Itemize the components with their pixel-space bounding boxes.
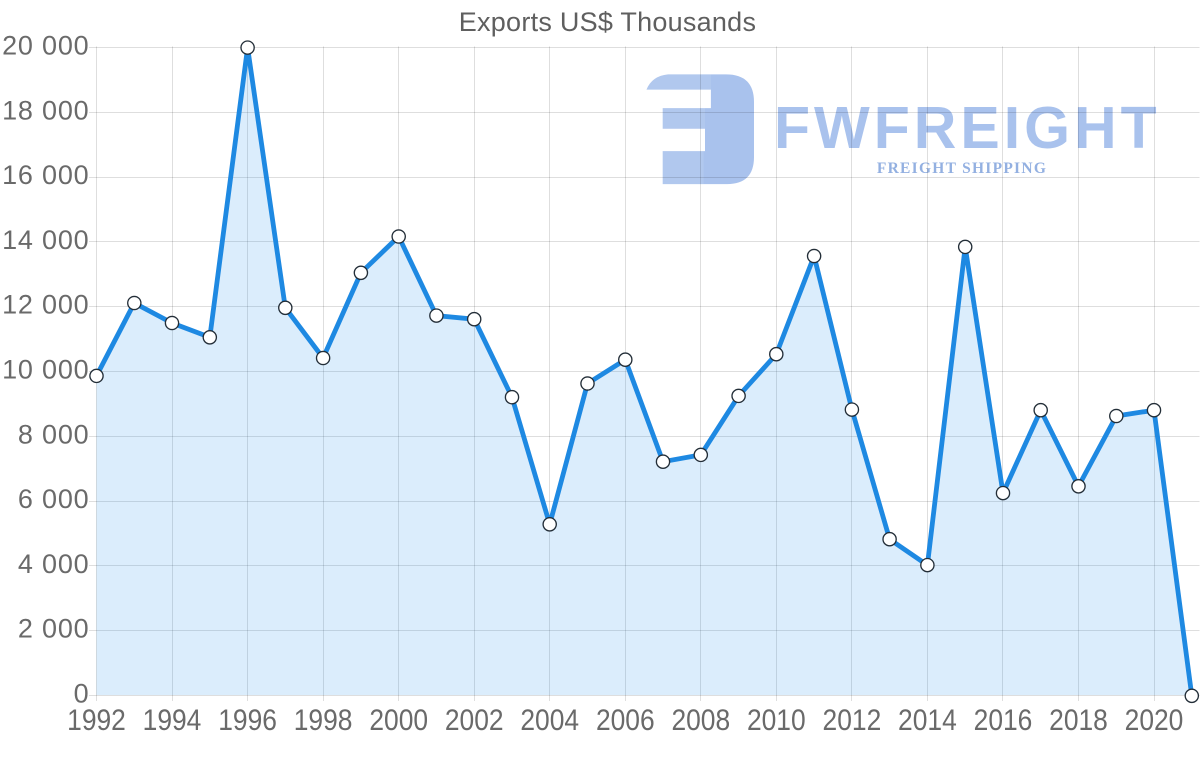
svg-text:2014: 2014: [898, 702, 957, 736]
svg-text:2008: 2008: [671, 702, 730, 736]
svg-text:2004: 2004: [520, 702, 579, 736]
svg-text:2018: 2018: [1049, 702, 1108, 736]
svg-text:Exports US$ Thousands: Exports US$ Thousands: [459, 7, 756, 37]
svg-text:2000: 2000: [369, 702, 428, 736]
svg-text:8 000: 8 000: [18, 419, 90, 449]
svg-text:0: 0: [74, 679, 90, 709]
svg-text:4 000: 4 000: [18, 549, 90, 579]
svg-text:2 000: 2 000: [18, 614, 90, 644]
svg-text:10 000: 10 000: [2, 355, 89, 385]
svg-text:2006: 2006: [596, 702, 655, 736]
svg-text:1996: 1996: [218, 702, 277, 736]
svg-text:2002: 2002: [445, 702, 504, 736]
svg-text:12 000: 12 000: [2, 290, 89, 320]
svg-text:1994: 1994: [143, 702, 202, 736]
svg-text:2012: 2012: [823, 702, 882, 736]
svg-text:16 000: 16 000: [2, 160, 89, 190]
svg-text:2016: 2016: [974, 702, 1033, 736]
svg-text:FREIGHT SHIPPING: FREIGHT SHIPPING: [877, 160, 1047, 177]
svg-text:1998: 1998: [294, 702, 353, 736]
svg-text:14 000: 14 000: [2, 225, 89, 255]
svg-text:FWFREIGHT: FWFREIGHT: [774, 95, 1161, 161]
svg-text:2010: 2010: [747, 702, 806, 736]
svg-text:2020: 2020: [1125, 702, 1184, 736]
svg-text:1992: 1992: [67, 702, 126, 736]
svg-text:20 000: 20 000: [2, 31, 89, 61]
svg-text:18 000: 18 000: [2, 95, 89, 125]
svg-text:6 000: 6 000: [18, 484, 90, 514]
